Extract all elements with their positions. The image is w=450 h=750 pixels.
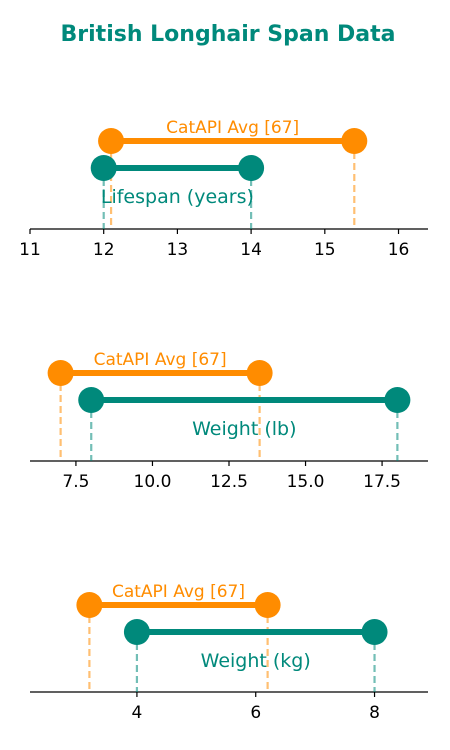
main-min-point — [78, 387, 105, 413]
reference-label: CatAPI Avg [67] — [112, 582, 245, 602]
main-max-point — [384, 387, 411, 413]
series-label: Weight (kg) — [201, 650, 311, 672]
reference-max-point — [246, 360, 273, 386]
x-tick-label: 10.0 — [134, 472, 172, 492]
x-tick-label: 17.5 — [363, 472, 401, 492]
x-tick-label: 13 — [167, 240, 189, 260]
panel-1: 11 12 13 14 15 16 CatAPI Avg [67] Lifespan (yea… — [19, 118, 428, 260]
panel-2: 7.5 10.0 12.5 15.0 17.5 CatAPI Avg [67] Weight… — [30, 350, 428, 492]
reference-max-point — [254, 592, 281, 618]
x-tick-label: 15 — [314, 240, 336, 260]
reference-label: CatAPI Avg [67] — [166, 118, 299, 138]
reference-min-point — [76, 592, 103, 618]
x-tick-label: 11 — [19, 240, 41, 260]
x-tick-label: 12.5 — [210, 472, 248, 492]
main-max-point — [238, 155, 265, 181]
panels: 11 12 13 14 15 16 CatAPI Avg [67] Lifespan (yea… — [19, 118, 428, 723]
chart-title: British Longhair Span Data — [61, 22, 396, 47]
x-tick-label: 15.0 — [287, 472, 325, 492]
main-max-point — [361, 619, 388, 645]
reference-label: CatAPI Avg [67] — [94, 350, 227, 370]
x-tick-label: 14 — [240, 240, 262, 260]
panel-3: 4 6 8 CatAPI Avg [67] Weight (kg) — [30, 582, 428, 723]
x-tick-label: 7.5 — [62, 472, 89, 492]
x-tick-label: 8 — [369, 703, 380, 723]
series-label: Lifespan (years) — [101, 186, 254, 208]
main-min-point — [90, 155, 117, 181]
reference-min-point — [47, 360, 74, 386]
series-label: Weight (lb) — [192, 418, 296, 440]
x-tick-label: 6 — [250, 703, 261, 723]
x-tick-label: 4 — [132, 703, 143, 723]
reference-max-point — [341, 128, 368, 154]
reference-min-point — [98, 128, 125, 154]
main-min-point — [123, 619, 150, 645]
x-tick-label: 12 — [93, 240, 115, 260]
x-tick-label: 16 — [388, 240, 410, 260]
